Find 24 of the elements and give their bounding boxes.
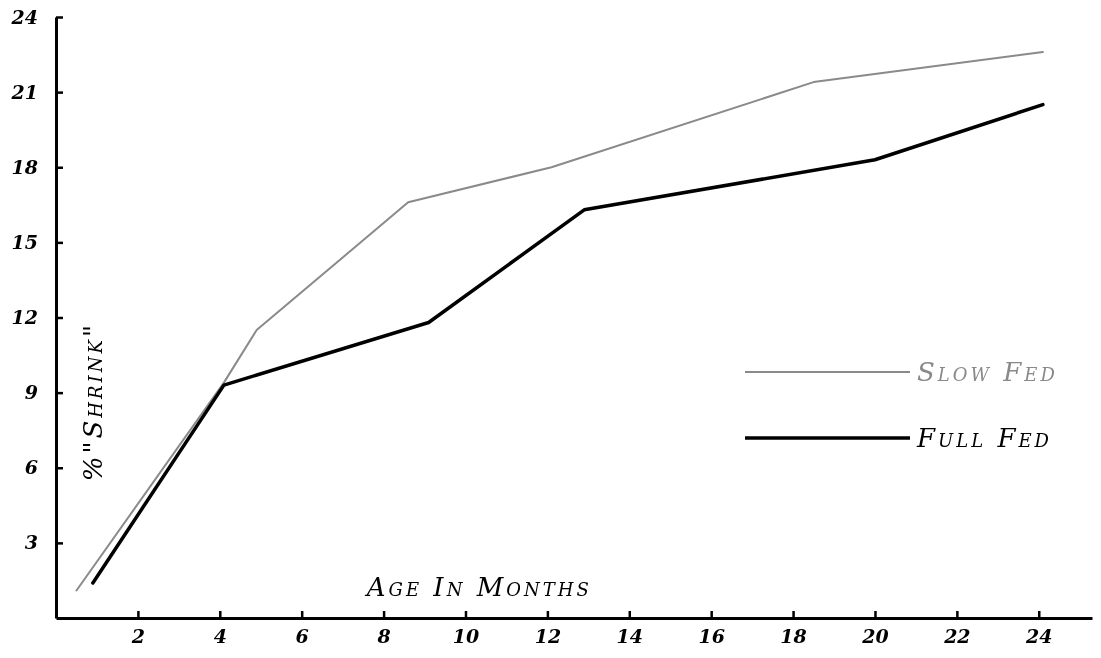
x-tick-label: 2 — [130, 625, 146, 648]
text: Slow Fed — [917, 357, 1058, 387]
y-tick-label: 3 — [24, 531, 38, 554]
x-tick-label: 6 — [295, 625, 309, 648]
y-tick-label: 12 — [11, 306, 38, 329]
x-tick-label: 12 — [534, 625, 562, 648]
x-tick-label: 24 — [1025, 625, 1053, 648]
text: Full Fed — [916, 423, 1052, 453]
y-tick-label: 15 — [11, 230, 38, 253]
y-tick-label: 21 — [10, 80, 38, 103]
x-axis-title: Age In Months — [364, 572, 592, 602]
y-tick-label: 6 — [24, 456, 38, 479]
x-tick-label: 18 — [780, 625, 807, 648]
y-tick-label: 24 — [10, 5, 38, 28]
x-tick-label: 16 — [698, 625, 725, 648]
x-tick-label: 20 — [861, 625, 889, 648]
y-tick-label: 9 — [24, 381, 38, 404]
x-tick-label: 4 — [213, 625, 227, 648]
y-tick-label: 18 — [11, 155, 38, 178]
x-tick-label: 10 — [452, 625, 480, 648]
x-tick-label: 14 — [616, 625, 644, 648]
x-tick-label: 22 — [943, 625, 971, 648]
x-tick-label: 8 — [376, 625, 391, 648]
y-axis-title: %"Shrink" — [78, 322, 108, 482]
